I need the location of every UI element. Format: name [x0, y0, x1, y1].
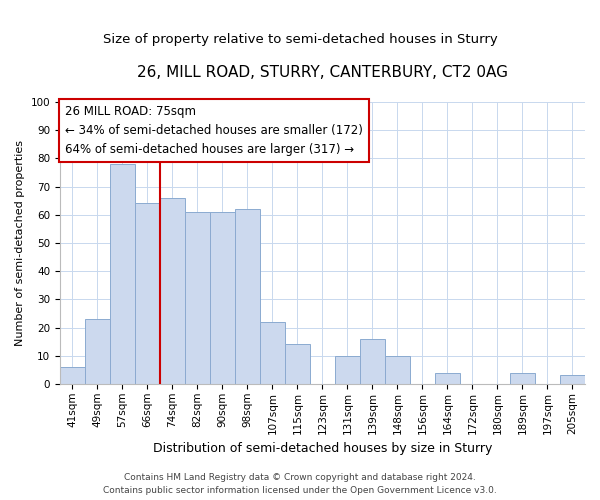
Bar	[260, 322, 285, 384]
Bar	[285, 344, 310, 384]
Bar	[135, 204, 160, 384]
Bar	[110, 164, 135, 384]
Bar	[560, 376, 585, 384]
Text: Size of property relative to semi-detached houses in Sturry: Size of property relative to semi-detach…	[103, 32, 497, 46]
Bar	[160, 198, 185, 384]
Bar	[360, 339, 385, 384]
Bar	[385, 356, 410, 384]
Bar	[510, 372, 535, 384]
Bar	[435, 372, 460, 384]
Y-axis label: Number of semi-detached properties: Number of semi-detached properties	[15, 140, 25, 346]
Text: Contains HM Land Registry data © Crown copyright and database right 2024.
Contai: Contains HM Land Registry data © Crown c…	[103, 473, 497, 495]
Bar	[235, 209, 260, 384]
X-axis label: Distribution of semi-detached houses by size in Sturry: Distribution of semi-detached houses by …	[153, 442, 492, 455]
Title: 26, MILL ROAD, STURRY, CANTERBURY, CT2 0AG: 26, MILL ROAD, STURRY, CANTERBURY, CT2 0…	[137, 65, 508, 80]
Bar	[85, 319, 110, 384]
Bar	[335, 356, 360, 384]
Bar	[185, 212, 210, 384]
Bar	[60, 367, 85, 384]
Bar	[210, 212, 235, 384]
Text: 26 MILL ROAD: 75sqm
← 34% of semi-detached houses are smaller (172)
64% of semi-: 26 MILL ROAD: 75sqm ← 34% of semi-detach…	[65, 105, 363, 156]
